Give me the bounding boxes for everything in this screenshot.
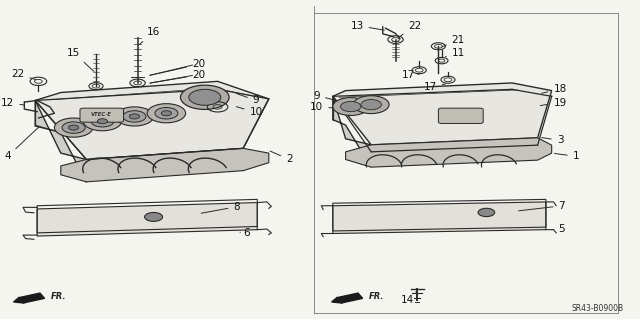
Text: 10: 10 [310,102,340,112]
Polygon shape [333,83,552,145]
FancyBboxPatch shape [438,108,483,123]
Circle shape [161,111,172,116]
Text: 15: 15 [67,48,94,71]
Polygon shape [333,96,371,167]
Text: 11: 11 [445,48,465,58]
Text: 16: 16 [140,27,160,44]
Circle shape [147,104,186,123]
Circle shape [54,118,93,137]
Text: 9: 9 [314,91,340,101]
Circle shape [180,85,229,109]
Polygon shape [37,203,257,236]
Text: FR.: FR. [51,293,67,301]
Circle shape [145,212,163,221]
Circle shape [333,98,369,115]
Text: 4: 4 [4,126,40,161]
Circle shape [189,89,221,105]
FancyArrow shape [13,293,45,303]
Polygon shape [61,148,269,182]
Circle shape [97,119,108,124]
Polygon shape [346,138,552,167]
Circle shape [83,112,122,131]
Text: 7: 7 [518,201,565,211]
Text: 18: 18 [541,84,566,94]
Text: 10: 10 [236,107,262,117]
Text: 17: 17 [402,70,419,80]
Text: SR43-B0900B: SR43-B0900B [572,304,624,313]
FancyArrow shape [332,293,363,303]
Circle shape [353,96,389,114]
Text: 3: 3 [541,135,563,145]
Circle shape [129,114,140,119]
Circle shape [115,107,154,126]
Text: 20: 20 [150,70,205,83]
Text: 13: 13 [351,20,385,31]
Polygon shape [35,81,269,160]
Polygon shape [35,100,86,182]
Text: 21: 21 [442,35,465,47]
Text: 9: 9 [236,93,259,106]
Circle shape [62,122,85,133]
Text: 2: 2 [270,151,292,165]
Circle shape [361,100,381,110]
Text: 5: 5 [552,224,565,234]
Text: 22: 22 [399,20,421,37]
Text: FR.: FR. [369,293,385,301]
Text: 12: 12 [1,98,24,108]
Text: 1: 1 [554,151,579,161]
Text: 19: 19 [540,98,566,108]
FancyBboxPatch shape [80,108,124,122]
Circle shape [155,108,178,119]
Circle shape [340,101,361,112]
Text: VTEC·E: VTEC·E [91,112,111,117]
Text: 22: 22 [12,69,36,79]
Text: 8: 8 [201,202,240,213]
Circle shape [123,111,146,122]
Text: 20: 20 [150,59,205,75]
Text: 14: 14 [401,292,416,305]
Circle shape [68,125,79,130]
Polygon shape [333,202,546,234]
Text: 17: 17 [424,82,445,92]
Text: 6: 6 [240,228,250,238]
Circle shape [478,208,495,217]
Circle shape [91,115,114,127]
